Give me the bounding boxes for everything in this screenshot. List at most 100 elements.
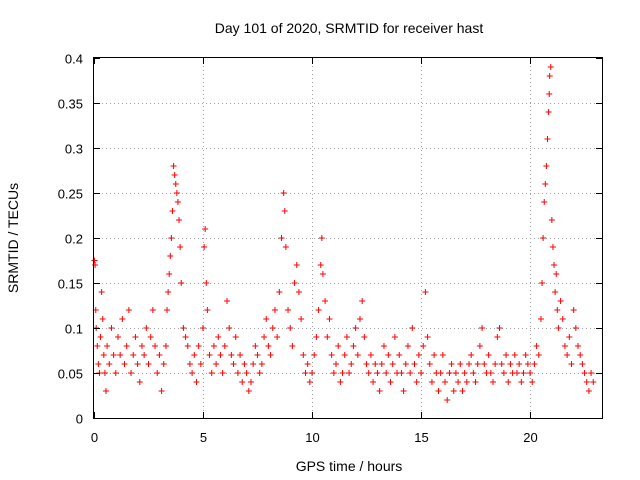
- data-point: [361, 334, 368, 340]
- data-point: [520, 370, 527, 376]
- data-point: [398, 370, 405, 376]
- data-point: [97, 334, 104, 340]
- data-point: [402, 361, 409, 367]
- data-point: [223, 298, 230, 304]
- data-point: [328, 352, 335, 358]
- data-point: [263, 316, 270, 322]
- data-point: [380, 343, 387, 349]
- y-tick-label: 0.3: [65, 142, 83, 157]
- data-point: [442, 379, 449, 385]
- data-point: [239, 379, 246, 385]
- data-point: [326, 316, 333, 322]
- data-point: [524, 361, 531, 367]
- data-point: [132, 334, 139, 340]
- data-point: [367, 352, 374, 358]
- data-point: [577, 352, 584, 358]
- y-axis-label: SRMTID / TECUs: [5, 183, 21, 293]
- data-point: [94, 343, 101, 349]
- data-point: [566, 334, 573, 340]
- x-tick-label: 15: [414, 430, 428, 445]
- data-point: [359, 298, 366, 304]
- data-point: [313, 334, 320, 340]
- data-point: [98, 289, 105, 295]
- data-point: [177, 244, 184, 250]
- x-tick-label: 20: [523, 430, 537, 445]
- data-point: [197, 361, 204, 367]
- data-point: [285, 307, 292, 313]
- data-point: [446, 370, 453, 376]
- data-point: [92, 262, 99, 268]
- data-point: [295, 289, 302, 295]
- data-point: [106, 361, 113, 367]
- data-point: [170, 163, 177, 169]
- data-point: [396, 352, 403, 358]
- data-point: [182, 334, 189, 340]
- data-point: [173, 190, 180, 196]
- data-point: [554, 307, 561, 313]
- data-point: [352, 325, 359, 331]
- data-point: [128, 370, 135, 376]
- data-point: [143, 325, 150, 331]
- tick-labels-layer: 0 0.05 0.1 0.15 0.2 0.25 0.3 0.35 0.4 0 5 10 15 20: [58, 52, 538, 446]
- data-point: [215, 334, 222, 340]
- data-point: [489, 379, 496, 385]
- data-point: [319, 271, 326, 277]
- data-point: [590, 379, 597, 385]
- data-point: [191, 352, 198, 358]
- data-point: [271, 307, 278, 313]
- data-point: [184, 343, 191, 349]
- data-point: [152, 343, 159, 349]
- data-point: [503, 352, 510, 358]
- chart-title: Day 101 of 2020, SRMTID for receiver has…: [215, 20, 484, 36]
- data-point: [201, 244, 208, 250]
- data-point: [101, 370, 108, 376]
- data-point: [178, 280, 185, 286]
- data-point: [276, 289, 283, 295]
- data-point: [317, 262, 324, 268]
- y-tick-label: 0: [76, 412, 83, 427]
- data-point: [415, 352, 422, 358]
- data-point: [324, 334, 331, 340]
- data-point: [585, 388, 592, 394]
- data-point: [306, 379, 313, 385]
- data-point: [164, 307, 171, 313]
- data-point: [156, 352, 163, 358]
- data-point: [95, 361, 102, 367]
- data-point: [269, 325, 276, 331]
- data-point: [230, 361, 237, 367]
- data-point: [298, 316, 305, 322]
- data-point: [461, 370, 468, 376]
- data-point: [448, 361, 455, 367]
- data-point: [559, 316, 566, 322]
- data-point: [180, 325, 187, 331]
- data-point: [280, 190, 287, 196]
- data-point: [485, 352, 492, 358]
- data-point: [511, 352, 518, 358]
- data-point: [487, 370, 494, 376]
- data-point: [539, 280, 546, 286]
- data-point: [498, 361, 505, 367]
- data-point: [583, 379, 590, 385]
- data-point: [208, 370, 215, 376]
- data-point: [237, 352, 244, 358]
- y-tick-label: 0.15: [58, 277, 83, 292]
- data-point: [546, 91, 553, 97]
- data-point: [210, 343, 217, 349]
- data-point: [245, 388, 252, 394]
- data-point: [472, 379, 479, 385]
- data-point: [383, 370, 390, 376]
- data-point: [261, 334, 268, 340]
- data-point: [533, 343, 540, 349]
- data-point: [418, 370, 425, 376]
- y-tick-label: 0.2: [65, 232, 83, 247]
- data-point: [564, 352, 571, 358]
- data-point: [579, 361, 586, 367]
- data-point: [165, 289, 172, 295]
- data-point: [339, 370, 346, 376]
- data-point: [450, 388, 457, 394]
- x-tick-label: 10: [305, 430, 319, 445]
- data-point: [202, 226, 209, 232]
- data-point: [476, 343, 483, 349]
- data-point: [219, 370, 226, 376]
